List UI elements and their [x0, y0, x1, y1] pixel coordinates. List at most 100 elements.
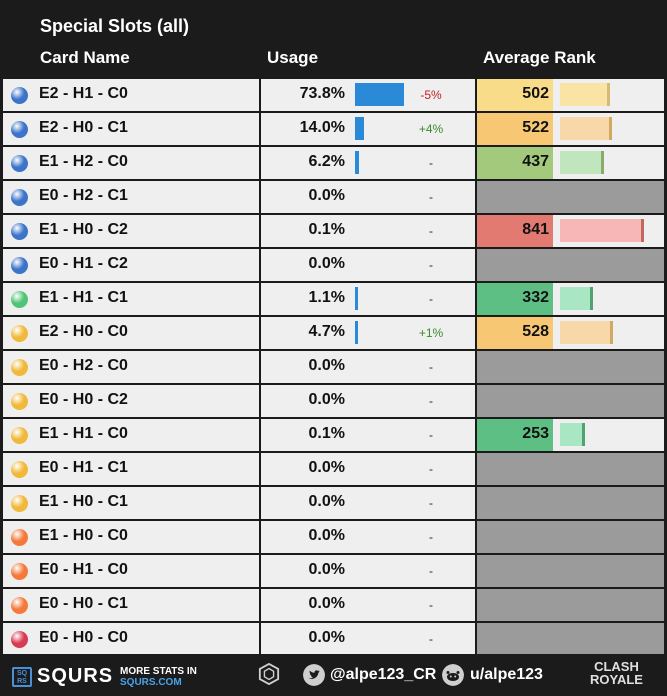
column-header-average-rank: Average Rank: [483, 48, 596, 67]
reddit-handle[interactable]: u/alpe123: [470, 666, 543, 683]
rank-bar-track: [555, 215, 664, 247]
usage-change: -: [429, 530, 433, 544]
slot-color-icon: [11, 495, 28, 512]
table-row: E0 - H1 - C0 0.0% -: [0, 555, 667, 587]
table-row: E1 - H0 - C2 0.1% - 841: [0, 215, 667, 247]
rank-bar: [560, 321, 613, 344]
usage-change: -: [429, 156, 433, 170]
usage-value: 0.0%: [308, 357, 345, 374]
usage-cell: 0.1% -: [261, 419, 475, 451]
usage-value: 0.0%: [308, 459, 345, 476]
usage-change: +1%: [418, 326, 444, 340]
usage-cell: 0.0% -: [261, 521, 475, 553]
slot-color-icon: [11, 393, 28, 410]
average-rank-cell: [477, 589, 664, 621]
page-title: Special Slots (all): [40, 16, 190, 36]
average-rank-cell: 522: [477, 113, 664, 145]
usage-value: 0.1%: [308, 221, 345, 238]
usage-change: -: [429, 462, 433, 476]
more-stats-text: MORE STATS IN: [120, 666, 197, 677]
usage-cell: 6.2% -: [261, 147, 475, 179]
card-name-cell: E0 - H1 - C1: [3, 453, 259, 485]
rank-bar-track: [555, 147, 664, 179]
table-row: E2 - H0 - C0 4.7% +1% 528: [0, 317, 667, 349]
rank-bar-track: [555, 283, 664, 315]
table-row: E0 - H1 - C1 0.0% -: [0, 453, 667, 485]
usage-value: 73.8%: [299, 85, 345, 102]
usage-bar: [355, 117, 365, 140]
usage-change: -: [429, 258, 433, 272]
card-name: E1 - H0 - C1: [39, 493, 128, 510]
card-name-cell: E1 - H0 - C2: [3, 215, 259, 247]
footer: [0, 654, 667, 696]
average-rank-cell: [477, 453, 664, 485]
slot-color-icon: [11, 155, 28, 172]
card-name-cell: E1 - H0 - C1: [3, 487, 259, 519]
table-row: E0 - H1 - C2 0.0% -: [0, 249, 667, 281]
card-name-cell: E2 - H0 - C1: [3, 113, 259, 145]
squrs-logo-icon: SQ RS: [12, 667, 32, 687]
usage-bar: [355, 321, 359, 344]
rank-bar-edge: [607, 83, 611, 106]
card-name: E0 - H2 - C0: [39, 357, 128, 374]
rank-swatch: 502: [477, 79, 553, 111]
slot-color-icon: [11, 223, 28, 240]
usage-change: -: [429, 394, 433, 408]
card-name: E0 - H2 - C1: [39, 187, 128, 204]
usage-cell: 0.0% -: [261, 623, 475, 655]
usage-change: -: [429, 496, 433, 510]
table-row: E0 - H0 - C1 0.0% -: [0, 589, 667, 621]
twitter-handle[interactable]: @alpe123_CR: [330, 666, 437, 683]
card-name: E2 - H0 - C1: [39, 119, 128, 136]
average-rank-cell: [477, 487, 664, 519]
average-rank-cell: 253: [477, 419, 664, 451]
rank-bar: [560, 151, 604, 174]
rank-bar: [560, 117, 613, 140]
slot-color-icon: [11, 291, 28, 308]
card-name: E0 - H1 - C2: [39, 255, 128, 272]
rank-bar: [560, 219, 645, 242]
usage-change: -: [429, 564, 433, 578]
slot-color-icon: [11, 359, 28, 376]
average-rank-cell: 332: [477, 283, 664, 315]
slot-color-icon: [11, 87, 28, 104]
usage-value: 14.0%: [299, 119, 345, 136]
average-rank-cell: [477, 249, 664, 281]
card-name-cell: E1 - H1 - C0: [3, 419, 259, 451]
card-name-cell: E1 - H0 - C0: [3, 521, 259, 553]
slot-color-icon: [11, 189, 28, 206]
usage-cell: 0.0% -: [261, 385, 475, 417]
twitter-icon[interactable]: [303, 664, 325, 686]
usage-cell: 0.0% -: [261, 487, 475, 519]
slot-color-icon: [11, 121, 28, 138]
slot-color-icon: [11, 631, 28, 648]
rank-bar-edge: [590, 287, 594, 310]
card-name-cell: E0 - H0 - C2: [3, 385, 259, 417]
more-stats-link[interactable]: MORE STATS IN SQURS.COM: [120, 666, 197, 688]
slot-color-icon: [11, 325, 28, 342]
usage-cell: 73.8% -5%: [261, 79, 475, 111]
table-row: E1 - H1 - C1 1.1% - 332: [0, 283, 667, 315]
reddit-icon[interactable]: [442, 664, 464, 686]
usage-change: -: [429, 632, 433, 646]
table-header: Special Slots (all) Card Name Usage Aver…: [0, 0, 667, 78]
usage-change: -: [429, 224, 433, 238]
card-name-cell: E0 - H2 - C0: [3, 351, 259, 383]
rank-value: 522: [522, 119, 549, 136]
rank-swatch: 522: [477, 113, 553, 145]
usage-bar: [355, 83, 405, 106]
rank-bar-edge: [609, 117, 613, 140]
usage-cell: 0.0% -: [261, 249, 475, 281]
average-rank-cell: 528: [477, 317, 664, 349]
card-name: E0 - H1 - C1: [39, 459, 128, 476]
usage-value: 0.0%: [308, 629, 345, 646]
card-name-cell: E1 - H1 - C1: [3, 283, 259, 315]
usage-change: -: [429, 598, 433, 612]
rank-bar-edge: [600, 151, 604, 174]
usage-change: -: [429, 292, 433, 306]
rank-value: 502: [522, 85, 549, 102]
slot-color-icon: [11, 529, 28, 546]
card-name: E1 - H0 - C2: [39, 221, 128, 238]
rank-swatch: 253: [477, 419, 553, 451]
card-name: E0 - H0 - C0: [39, 629, 128, 646]
